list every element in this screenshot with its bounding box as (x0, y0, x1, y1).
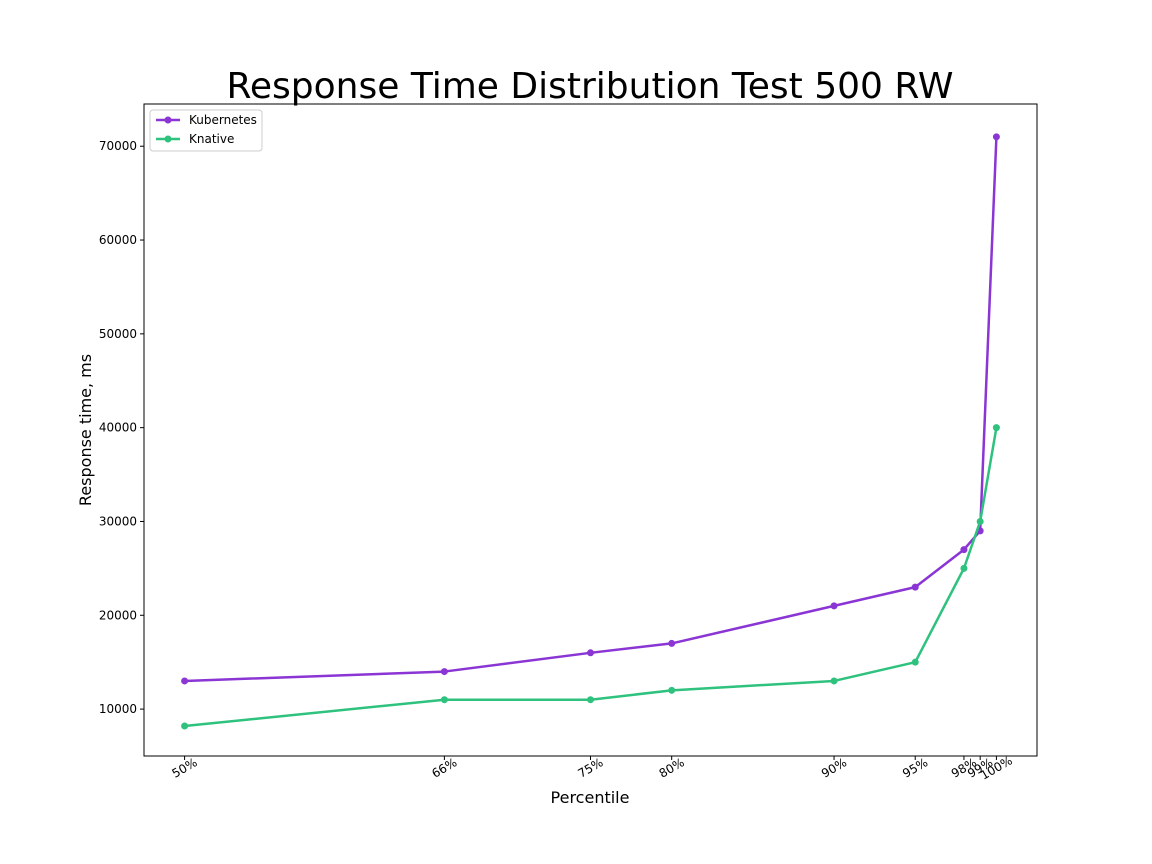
data-point-knative (181, 722, 189, 730)
legend-label-kubernetes: Kubernetes (189, 113, 257, 127)
y-tick-label: 30000 (99, 514, 137, 528)
y-tick-label: 10000 (99, 702, 137, 716)
data-point-kubernetes (181, 677, 189, 685)
data-point-kubernetes (992, 133, 1000, 141)
x-tick-label: 90% (819, 755, 849, 780)
y-tick-label: 20000 (99, 608, 137, 622)
x-tick-label: 66% (429, 755, 459, 780)
data-point-knative (976, 517, 984, 525)
y-axis-label: Response time, ms (76, 354, 95, 506)
series-line-knative (184, 427, 998, 728)
legend-marker-knative (164, 135, 172, 143)
series-line-kubernetes (184, 136, 998, 683)
data-point-kubernetes (587, 649, 594, 657)
legend-label-knative: Knative (189, 132, 234, 146)
data-point-kubernetes (668, 639, 676, 647)
y-tick-label: 40000 (99, 421, 137, 435)
legend-marker-kubernetes (164, 116, 172, 124)
data-point-knative (587, 696, 594, 704)
x-tick-label: 95% (900, 755, 930, 780)
data-point-kubernetes (911, 583, 919, 591)
x-axis-label: Percentile (551, 788, 630, 807)
data-point-knative (440, 696, 448, 704)
data-point-knative (830, 677, 838, 685)
chart-title: Response Time Distribution Test 500 RW (227, 66, 954, 107)
y-tick-label: 70000 (99, 139, 137, 153)
x-tick-label: 80% (657, 755, 687, 780)
legend: Kubernetes Knative (149, 109, 263, 152)
y-tick-label: 60000 (99, 233, 137, 247)
data-point-knative (668, 686, 676, 694)
plot-frame (143, 103, 1038, 757)
data-point-knative (911, 658, 919, 666)
data-point-kubernetes (960, 546, 968, 554)
plot-area (181, 133, 1000, 730)
data-point-kubernetes (830, 602, 838, 610)
x-tick-label: 75% (575, 755, 605, 780)
x-axis: 50% 66% 75% 80% 90% 95% 98%99%100% (170, 753, 1015, 782)
data-point-kubernetes (440, 668, 448, 676)
data-point-knative (960, 564, 968, 572)
y-axis: 10000 20000 30000 40000 50000 60000 70000 (99, 139, 144, 716)
x-tick-label: 50% (170, 755, 200, 780)
data-point-knative (992, 424, 1000, 432)
y-tick-label: 50000 (99, 327, 137, 341)
